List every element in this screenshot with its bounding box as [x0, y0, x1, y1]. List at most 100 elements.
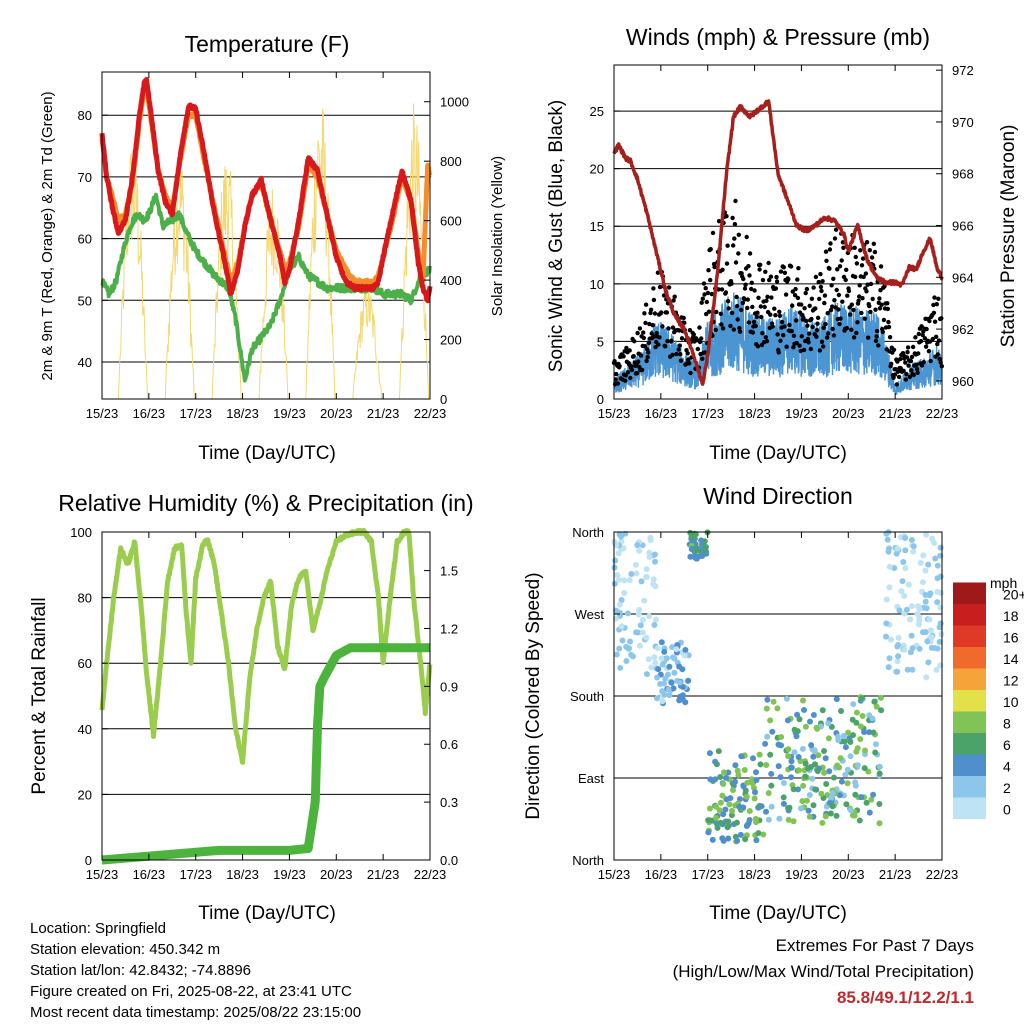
direction-point — [717, 774, 724, 780]
direction-point — [651, 654, 658, 661]
direction-point — [811, 747, 818, 754]
direction-point — [938, 631, 945, 638]
direction-point — [687, 529, 694, 536]
gust-point — [697, 339, 703, 345]
direction-point — [768, 803, 775, 810]
gust-point — [841, 245, 846, 250]
direction-point — [883, 596, 890, 603]
direction-point — [636, 547, 643, 554]
gust-point — [753, 323, 758, 329]
direction-point — [926, 592, 933, 599]
gust-point — [811, 285, 816, 290]
gust-point — [639, 367, 645, 373]
gust-point — [873, 338, 879, 344]
direction-point — [621, 577, 628, 584]
direction-point — [677, 693, 683, 700]
direction-point — [641, 597, 648, 604]
gust-point — [873, 307, 878, 312]
direction-point — [894, 658, 901, 665]
direction-point — [886, 545, 892, 552]
direction-point — [646, 613, 653, 620]
gust-point — [808, 346, 813, 352]
humidity-xtick-label: 21/23 — [367, 867, 400, 882]
gust-point — [747, 251, 753, 256]
gust-point — [763, 335, 768, 340]
gust-point — [737, 325, 742, 331]
gust-point — [789, 328, 794, 334]
direction-point — [800, 782, 807, 789]
gust-point — [886, 324, 892, 330]
direction-point — [842, 744, 849, 751]
gust-point — [650, 323, 655, 328]
gust-point — [629, 364, 634, 369]
gust-point — [823, 249, 829, 254]
gust-point — [686, 357, 691, 362]
direction-point — [636, 606, 643, 613]
gust-point — [845, 293, 850, 298]
direction-point — [785, 746, 792, 753]
direction-point — [767, 751, 774, 758]
gust-point — [677, 343, 682, 348]
direction-point — [647, 537, 654, 544]
direction-point — [661, 680, 668, 687]
direction-point — [699, 553, 706, 559]
gust-point — [826, 331, 831, 336]
gust-point — [928, 358, 933, 364]
direction-point — [727, 795, 734, 802]
gust-point — [712, 264, 717, 270]
gust-point — [802, 306, 807, 311]
gust-point — [757, 267, 762, 272]
direction-point — [909, 645, 916, 652]
gust-point — [769, 295, 774, 300]
gust-point — [859, 310, 864, 316]
direction-point — [885, 664, 892, 671]
temperature-y2tick-label: 200 — [440, 333, 462, 348]
direction-point — [929, 535, 936, 542]
temperature-xtick-label: 18/23 — [226, 406, 259, 421]
gust-point — [651, 297, 657, 303]
direction-point — [834, 733, 841, 740]
temperature-ylabel-right: Solar Insolation (Yellow) — [489, 156, 506, 316]
direction-xtick-label: 15/23 — [598, 867, 631, 882]
gust-point — [896, 374, 902, 380]
gust-point — [627, 348, 632, 353]
gust-point — [706, 309, 712, 314]
direction-point — [878, 707, 885, 714]
gust-point — [745, 305, 750, 311]
direction-point — [902, 535, 909, 541]
gust-point — [853, 274, 858, 280]
direction-cluster — [686, 529, 711, 562]
direction-point — [876, 820, 883, 827]
temperature-xlabel: Time (Day/UTC) — [198, 443, 336, 464]
direction-point — [813, 724, 820, 731]
gust-point — [767, 277, 772, 283]
gust-point — [809, 316, 814, 322]
winds-ytick-label: 10 — [590, 277, 604, 292]
gust-point — [799, 334, 804, 339]
direction-point — [815, 752, 822, 759]
direction-point — [626, 577, 633, 583]
gust-point — [731, 327, 736, 332]
direction-point — [749, 780, 756, 787]
direction-point — [616, 531, 623, 538]
direction-point — [870, 729, 877, 736]
gust-point — [799, 302, 804, 307]
winds-ylabel-right: Station Pressure (Maroon) — [998, 125, 1019, 348]
direction-point — [760, 831, 767, 838]
direction-point — [916, 621, 922, 628]
gust-point — [898, 356, 903, 362]
direction-point — [676, 663, 683, 670]
solar-insolation-day — [211, 166, 242, 400]
direction-point — [802, 773, 809, 780]
speed-legend-label: 4 — [1003, 758, 1011, 774]
direction-point — [713, 815, 719, 821]
gust-point — [647, 321, 652, 327]
direction-point — [900, 559, 907, 565]
station-elevation: Station elevation: 450.342 m — [30, 941, 221, 958]
direction-point — [757, 761, 764, 768]
gust-point — [777, 313, 783, 318]
gust-point — [885, 306, 890, 312]
direction-point — [914, 610, 921, 617]
direction-point — [788, 758, 795, 765]
direction-ytick-label: South — [570, 689, 604, 704]
